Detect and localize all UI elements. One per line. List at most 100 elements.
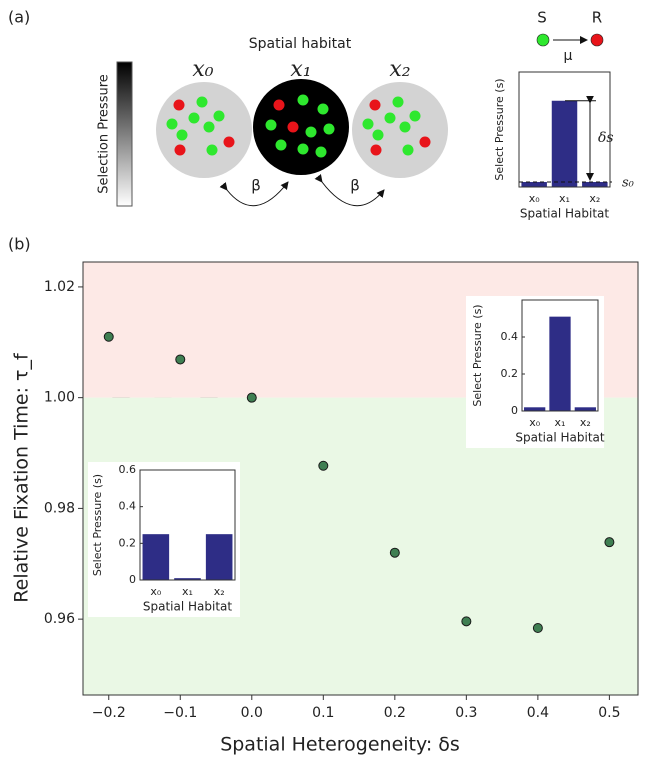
cell xyxy=(275,139,287,151)
habitat-label: x₂ xyxy=(389,57,410,82)
bar xyxy=(574,407,596,411)
inset-background xyxy=(466,296,604,448)
y-tick-label: 1.02 xyxy=(44,279,75,295)
resistant-cell xyxy=(590,33,604,47)
x-tick-label: x₂ xyxy=(214,585,225,598)
habitat-label: x₀ xyxy=(192,57,213,82)
y-tick-label: 0 xyxy=(129,573,136,586)
annotation: s₀ xyxy=(622,176,635,191)
y-tick-label: 0.4 xyxy=(119,500,137,513)
x-tick-label: 0.3 xyxy=(455,705,477,721)
migration-arrow xyxy=(219,181,289,207)
bar xyxy=(174,578,201,580)
cell xyxy=(369,99,381,111)
x-tick-label: x₁ xyxy=(559,192,570,205)
x-tick-label: 0.5 xyxy=(598,705,620,721)
x-tick-label: x₀ xyxy=(529,192,541,205)
inset-frame xyxy=(518,71,611,188)
habitat-label: x₁ xyxy=(290,57,311,82)
cell xyxy=(196,96,208,108)
cell xyxy=(273,99,285,111)
x-tick-label: 0.0 xyxy=(241,705,263,721)
data-point xyxy=(389,547,400,558)
y-tick-label: 0.4 xyxy=(501,330,519,343)
x-tick-label: 0.1 xyxy=(312,705,334,721)
cell xyxy=(203,121,215,133)
panel-label: (b) xyxy=(8,235,31,254)
x-tick-label: x₁ xyxy=(182,585,193,598)
y-tick-label: 0.98 xyxy=(44,500,75,516)
x-axis-label: Spatial Heterogeneity: δs xyxy=(220,734,460,756)
cell xyxy=(392,96,404,108)
panel-label: (a) xyxy=(8,8,30,27)
cell xyxy=(305,126,317,138)
inset-frame xyxy=(139,469,236,581)
migration-rate: β xyxy=(251,177,261,195)
bar xyxy=(205,534,233,580)
y-tick-label: 0.2 xyxy=(501,367,519,380)
cell xyxy=(213,110,225,122)
bar xyxy=(524,407,546,411)
data-point xyxy=(532,623,543,634)
cell xyxy=(323,123,335,135)
cell xyxy=(265,119,277,131)
x-tick-label: −0.1 xyxy=(163,705,197,721)
habitat xyxy=(156,82,252,178)
y-axis-label: Relative Fixation Time: τ_f xyxy=(11,352,33,603)
y-tick-label: 0.96 xyxy=(44,611,75,627)
inset-x-label: Spatial Habitat xyxy=(143,600,233,614)
x-tick-label: x₂ xyxy=(580,416,591,429)
x-tick-label: x₀ xyxy=(150,585,162,598)
inset-x-label: Spatial Habitat xyxy=(520,207,610,221)
colorbar xyxy=(116,61,133,207)
bar xyxy=(582,182,608,187)
bar xyxy=(142,534,170,580)
y-tick-label: 0.2 xyxy=(119,536,137,549)
y-tick-label: 0.6 xyxy=(119,463,137,476)
data-point xyxy=(246,392,257,403)
cell xyxy=(399,121,411,133)
cell xyxy=(297,143,309,155)
x-tick-label: 0.2 xyxy=(384,705,406,721)
cell xyxy=(287,121,299,133)
inset-x-label: Spatial Habitat xyxy=(515,431,605,445)
data-point xyxy=(175,354,186,365)
plot-frame xyxy=(82,261,639,696)
data-point xyxy=(318,460,329,471)
cell xyxy=(370,144,382,156)
bar xyxy=(551,100,578,187)
sensitive-cell xyxy=(536,33,550,47)
diagram-title: Spatial habitat xyxy=(249,36,352,52)
y-tick-label: 1.00 xyxy=(44,390,75,406)
cell xyxy=(297,94,309,106)
colorbar-label: Selection Pressure xyxy=(97,74,112,194)
cell xyxy=(317,103,329,115)
migration-arrow xyxy=(314,174,385,207)
cell xyxy=(176,129,188,141)
mutation-rate: μ xyxy=(564,48,573,64)
cell xyxy=(409,110,421,122)
cell xyxy=(372,129,384,141)
x-tick-label: x₁ xyxy=(555,416,566,429)
inset-frame xyxy=(521,299,599,412)
x-tick-label: −0.2 xyxy=(92,705,126,721)
bar xyxy=(521,182,547,187)
bar xyxy=(549,316,571,411)
inset-y-label: Select Pressure (s) xyxy=(493,78,506,180)
inset-y-label: Select Pressure (s) xyxy=(91,474,104,576)
cell xyxy=(188,112,200,124)
data-point xyxy=(604,537,615,548)
cell xyxy=(419,136,431,148)
cell xyxy=(384,112,396,124)
data-point xyxy=(461,616,472,627)
habitat xyxy=(352,82,448,178)
migration-rate: β xyxy=(350,177,360,195)
data-point xyxy=(103,331,114,342)
cell xyxy=(174,144,186,156)
x-tick-label: x₂ xyxy=(589,192,600,205)
inset-y-label: Select Pressure (s) xyxy=(471,304,484,406)
species-label: R xyxy=(592,9,602,27)
x-tick-label: 0.4 xyxy=(527,705,549,721)
cell xyxy=(362,118,374,130)
